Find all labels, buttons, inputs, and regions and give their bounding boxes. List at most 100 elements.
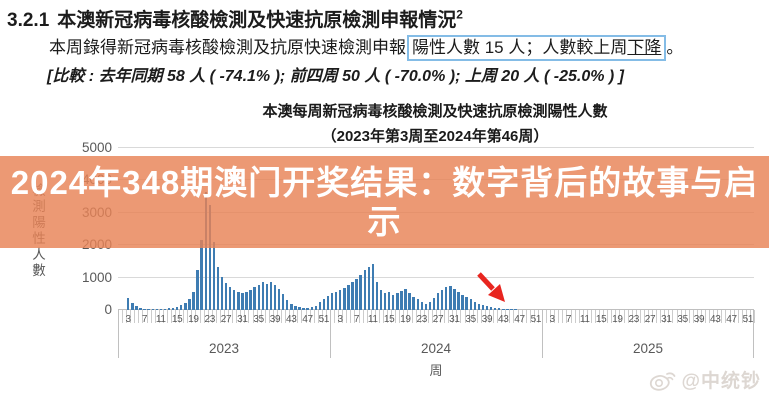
week-tick [162, 310, 164, 323]
bar [440, 289, 444, 310]
week-tick [395, 310, 397, 323]
week-tick [293, 310, 295, 323]
week-tick [517, 310, 519, 323]
week-tick [741, 310, 743, 323]
bar [363, 270, 366, 310]
bar [180, 305, 183, 310]
x-tick-label: 23 [416, 314, 427, 325]
bar [481, 305, 485, 310]
bar [241, 293, 244, 310]
comparison-line: [比較 : 去年同期 58 人 ( -74.1% ); 前四周 50 人 ( -… [47, 68, 624, 85]
bar [412, 297, 415, 310]
bar [510, 309, 513, 310]
week-tick [533, 310, 535, 323]
week-tick [497, 310, 499, 323]
chart-subtitle: （2023年第3周至2024年第46周） [321, 128, 549, 145]
week-tick [554, 310, 556, 323]
week-tick [277, 310, 278, 323]
bar [286, 299, 289, 310]
bar [216, 267, 220, 310]
bar [233, 289, 236, 310]
week-tick [256, 310, 258, 323]
bar [379, 289, 383, 310]
week-tick [179, 310, 181, 323]
week-tick [599, 310, 601, 323]
bar [212, 241, 216, 310]
week-tick [431, 310, 433, 323]
week-tick [399, 310, 401, 323]
week-tick [166, 310, 168, 323]
week-tick [574, 310, 576, 323]
week-tick [709, 310, 711, 323]
bar [420, 301, 423, 310]
x-tick-label: 15 [171, 314, 183, 325]
week-tick [696, 310, 698, 323]
bar [228, 287, 232, 310]
week-tick [635, 310, 637, 323]
week-tick [480, 310, 482, 323]
week-tick [334, 310, 336, 323]
bar [290, 303, 293, 310]
bar [171, 307, 175, 310]
year-divider [542, 310, 543, 358]
week-tick [203, 310, 205, 323]
x-tick-label: 47 [726, 314, 737, 325]
week-tick [692, 310, 694, 323]
week-tick [627, 310, 629, 323]
week-tick [338, 310, 340, 323]
highlight-box: 陽性人數 15 人；人數較上周下降 [407, 35, 667, 61]
x-tick-label: 35 [253, 314, 264, 325]
week-tick [660, 310, 662, 323]
x-tick-label: 3 [125, 314, 132, 325]
bar [355, 279, 358, 310]
x-tick-label: 15 [595, 314, 607, 325]
x-tick-label: 39 [481, 314, 493, 325]
bar [498, 308, 501, 310]
bar [514, 309, 517, 310]
y-tick-label: 1000 [81, 269, 112, 285]
bar [347, 285, 350, 310]
week-tick [122, 310, 124, 323]
bar [493, 308, 497, 310]
week-tick [195, 310, 197, 323]
bar [408, 293, 411, 310]
bar [277, 288, 281, 310]
week-tick [130, 310, 132, 323]
bar [220, 276, 224, 310]
bar [249, 289, 252, 310]
bar [281, 294, 285, 310]
x-tick-label: 31 [237, 314, 248, 325]
bar [506, 309, 509, 310]
week-tick [366, 310, 368, 323]
week-tick [415, 310, 417, 323]
bar [502, 308, 505, 310]
week-tick [403, 310, 405, 323]
week-tick [489, 310, 490, 323]
bar [261, 282, 264, 310]
bar [245, 291, 248, 310]
week-tick [546, 310, 548, 323]
bar [387, 291, 391, 310]
week-tick [705, 310, 707, 323]
week-tick [643, 310, 645, 323]
week-tick [187, 310, 189, 323]
week-tick [354, 310, 356, 323]
week-tick [607, 310, 609, 323]
bar [188, 299, 191, 310]
week-tick [436, 310, 437, 323]
week-tick [619, 310, 621, 323]
bar [428, 301, 432, 310]
footnote-marker: 2 [456, 7, 463, 22]
bar [159, 308, 163, 310]
week-tick [171, 310, 172, 323]
bar [163, 308, 167, 310]
week-tick [586, 310, 588, 323]
bar [143, 308, 146, 310]
bar [367, 266, 370, 310]
week-tick [350, 310, 352, 323]
y-tick-label: 0 [104, 302, 112, 317]
x-tick-label: 27 [432, 314, 444, 325]
week-tick [639, 310, 641, 323]
year-divider [330, 310, 331, 358]
